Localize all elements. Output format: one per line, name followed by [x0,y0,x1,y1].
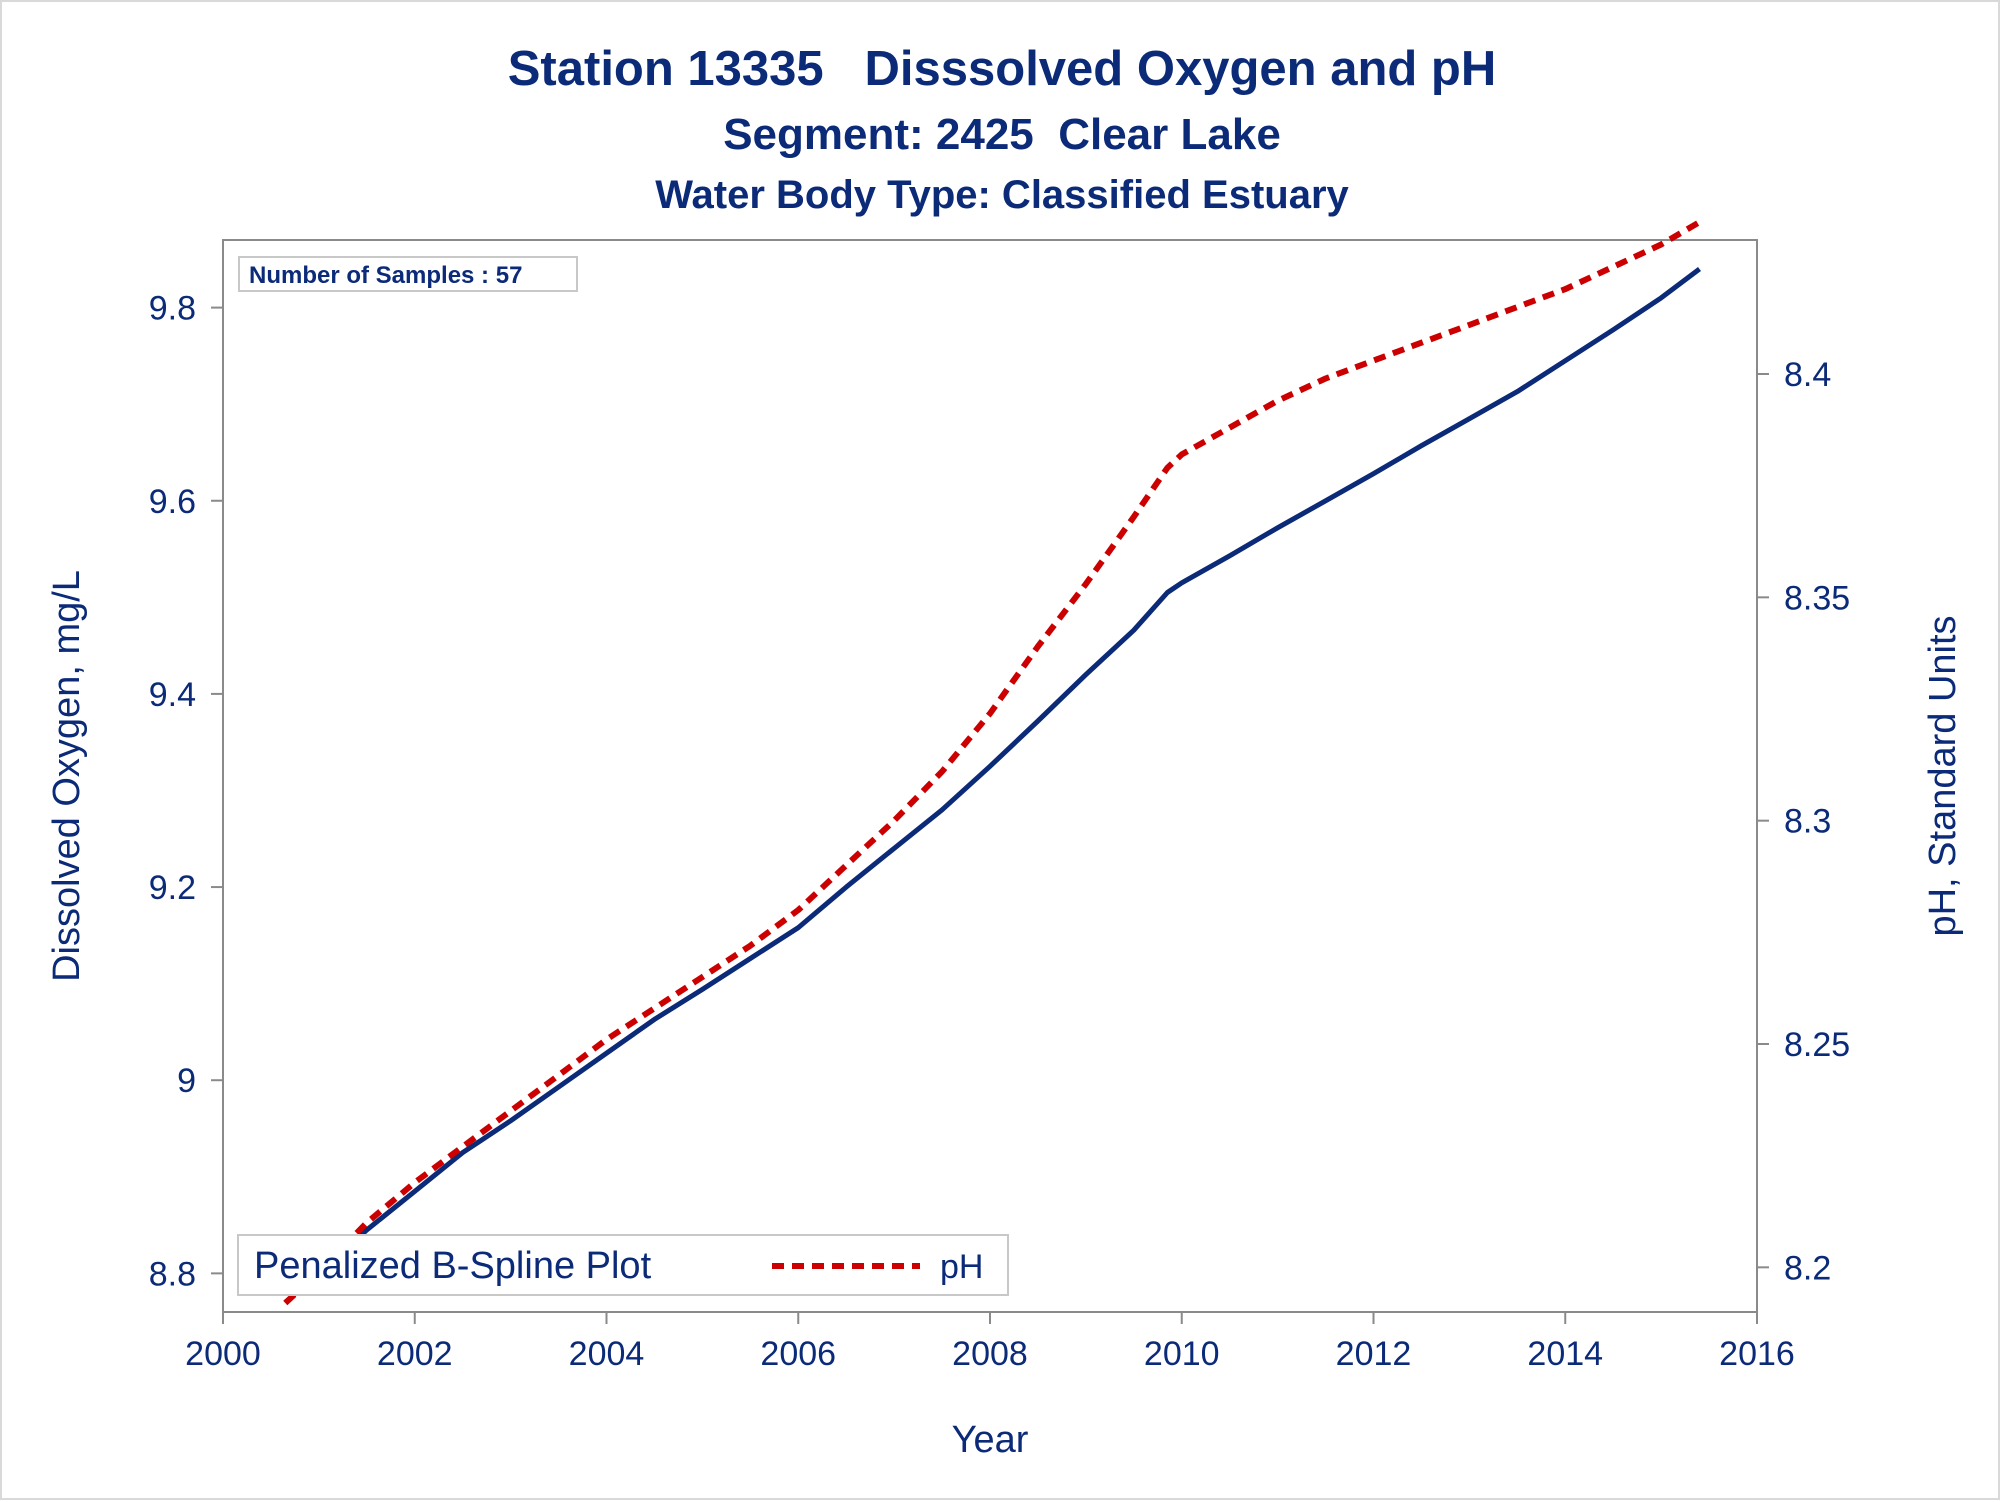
plot-area [222,239,1758,1313]
legend: Penalized B-Spline Plot pH [237,1234,1009,1296]
right-y-axis-ticks: 8.2 8.25 8.3 8.35 8.4 [1757,356,1850,1287]
x-tick-label: 2008 [952,1335,1028,1373]
x-tick-label: 2000 [185,1335,261,1373]
right-y-tick-label: 8.35 [1784,579,1850,617]
x-tick-label: 2014 [1527,1335,1603,1373]
right-y-tick-label: 8.25 [1784,1026,1850,1064]
data-series [283,219,1702,1306]
right-y-axis-label: pH, Standard Units [1922,615,1964,936]
dissolved-oxygen-series-line [283,267,1702,1305]
chart-title: Station 13335 Disssolved Oxygen and pH [508,42,1497,96]
x-tick-label: 2002 [377,1335,453,1373]
left-y-tick-label: 9.6 [149,483,196,521]
chart-subtitle: Segment: 2425 Clear Lake [723,110,1281,159]
ph-series-line [283,219,1702,1306]
left-y-axis-ticks: 8.8 9 9.2 9.4 9.6 9.8 [149,290,223,1293]
left-y-tick-label: 9.4 [149,676,196,714]
sample-count-label: Number of Samples : 57 [249,262,522,289]
x-tick-label: 2004 [569,1335,645,1373]
x-tick-label: 2006 [760,1335,836,1373]
chart-subtitle-2: Water Body Type: Classified Estuary [655,173,1349,217]
x-tick-label: 2010 [1144,1335,1220,1373]
legend-entry-ph: pH [940,1248,983,1286]
sample-count-inset: Number of Samples : 57 [238,256,578,292]
x-axis-label: Year [952,1419,1029,1461]
right-y-tick-label: 8.2 [1784,1249,1831,1287]
x-axis-ticks: 2000 2002 2004 2006 2008 2010 2012 2014 2016 [185,1312,1795,1373]
left-y-tick-label: 8.8 [149,1255,196,1293]
x-tick-label: 2012 [1336,1335,1412,1373]
x-tick-label: 2016 [1719,1335,1795,1373]
left-y-tick-label: 9.8 [149,290,196,328]
left-y-tick-label: 9.2 [149,869,196,907]
legend-title: Penalized B-Spline Plot [254,1245,652,1287]
left-y-axis-label: Dissolved Oxygen, mg/L [46,570,88,982]
right-y-tick-label: 8.4 [1784,356,1831,394]
left-y-tick-label: 9 [177,1062,196,1100]
right-y-tick-label: 8.3 [1784,803,1831,841]
